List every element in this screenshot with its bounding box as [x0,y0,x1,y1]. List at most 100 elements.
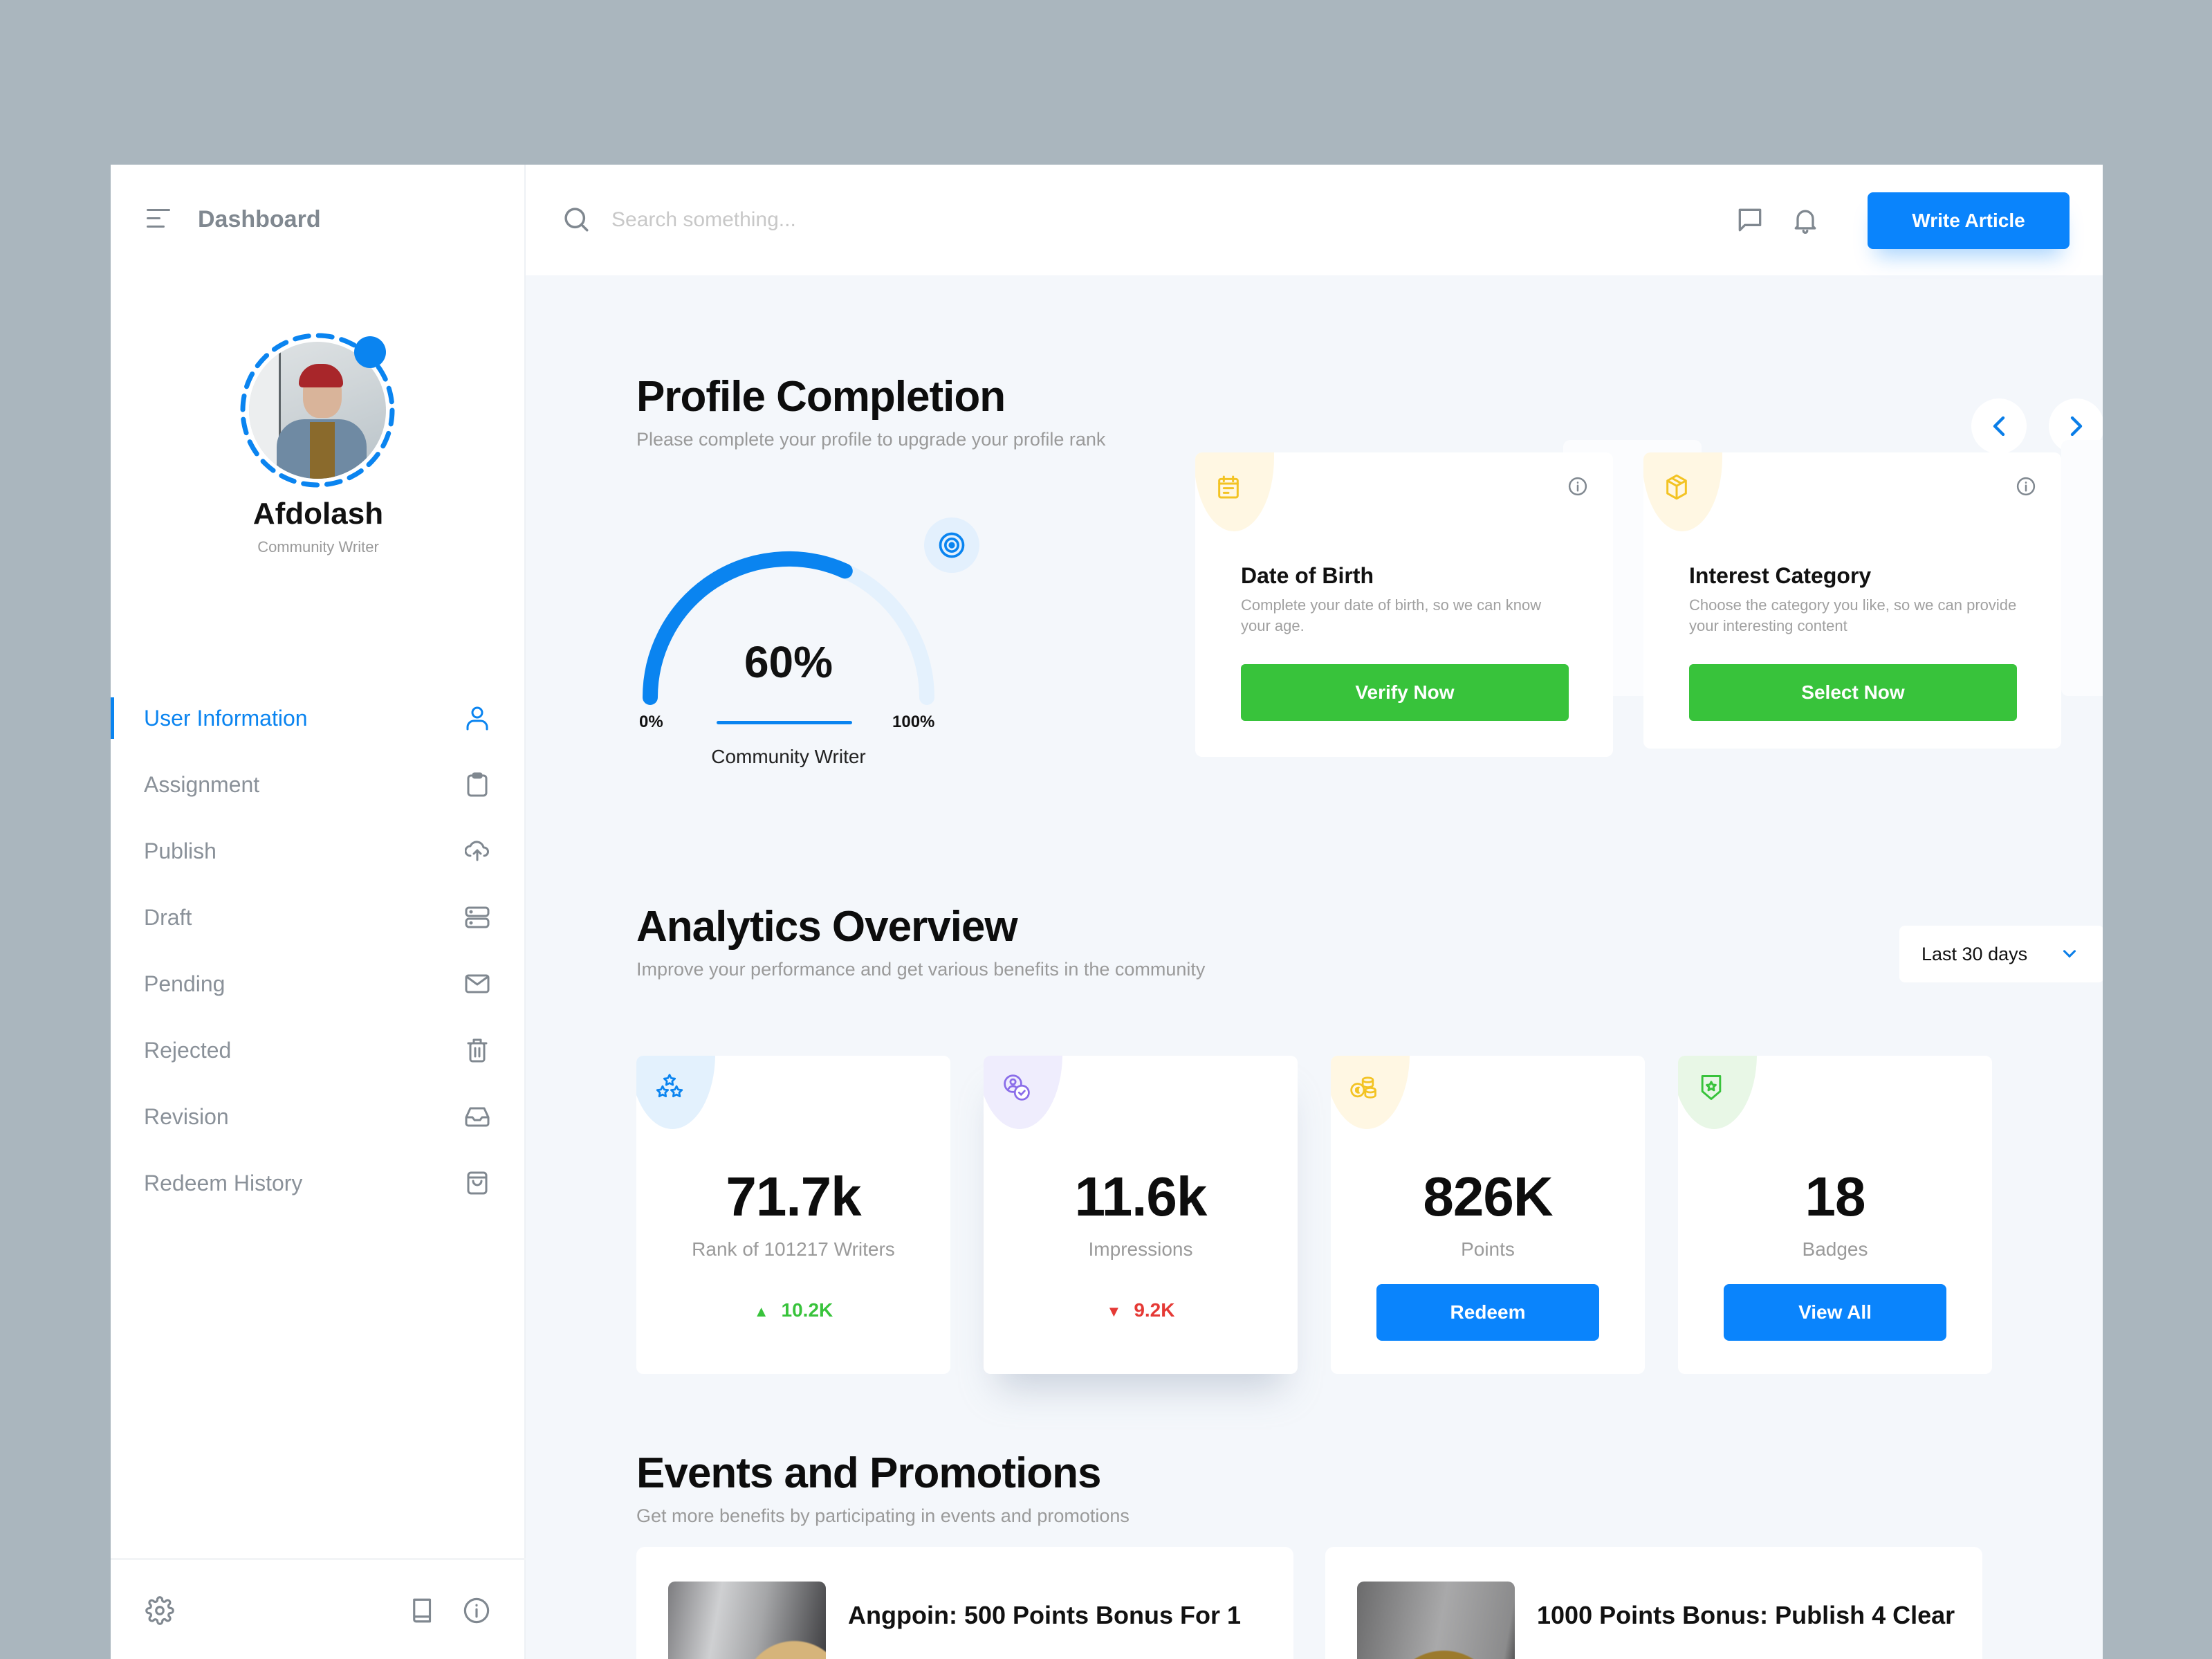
chevron-right-icon [2070,416,2083,436]
sidebar-item-draft[interactable]: Draft [111,884,526,951]
cloud-upload-icon [463,837,491,865]
gauge-caption: Community Writer [711,746,866,767]
stat-trend-down: ▼ 9.2K [1106,1299,1175,1321]
profile-task-card-dob: Date of Birth Complete your date of birt… [1195,452,1613,757]
avatar[interactable] [238,331,397,490]
stat-value: 11.6k [1074,1166,1208,1227]
profile-completion-subtitle: Please complete your profile to upgrade … [636,429,1106,450]
card-description: Choose the category you like, so we can … [1689,596,2017,634]
analytics-subtitle: Improve your performance and get various… [636,959,1206,980]
chevron-down-icon [2063,950,2076,958]
write-article-button[interactable]: Write Article [1868,192,2070,249]
gauge-divider [717,721,852,724]
sidebar-item-pending[interactable]: Pending [111,951,526,1017]
main-content: Profile Completion Please complete your … [526,275,2103,1659]
stat-card-points: 826K Points Redeem [1331,1056,1645,1374]
menu-icon[interactable] [147,208,172,232]
date-range-dropdown[interactable]: Last 30 days [1899,926,2103,982]
book-icon[interactable] [408,1596,437,1625]
stat-value: 18 [1805,1166,1866,1227]
user-icon [463,704,491,732]
sidebar-item-publish[interactable]: Publish [111,818,526,884]
stat-label: Impressions [1088,1238,1193,1260]
analytics-title: Analytics Overview [636,903,1018,951]
stars-icon [654,1072,685,1103]
shield-star-icon [1696,1072,1726,1103]
avatar-photo [249,342,386,479]
clipboard-icon [463,771,491,798]
profile-progress-gauge: 60% 0% 100% Community Writer [636,531,941,780]
profile-task-card-interest: Interest Category Choose the category yo… [1643,452,2061,749]
stat-card-impressions: 11.6k Impressions ▼ 9.2K [984,1056,1298,1374]
sidebar-item-rejected[interactable]: Rejected [111,1017,526,1083]
profile-completion-title: Profile Completion [636,373,1006,421]
stat-card-badges: 18 Badges View All [1678,1056,1992,1374]
card-description: Complete your date of birth, so we can k… [1241,596,1542,634]
date-range-value: Last 30 days [1921,943,2028,964]
sidebar-item-label: Revision [144,1103,229,1129]
stat-trend-up: ▲ 10.2K [753,1299,833,1321]
stat-label: Badges [1802,1238,1868,1260]
app-window: Dashboard Afdolash Community Writer User… [111,165,2103,1659]
events-title: Events and Promotions [636,1449,1101,1497]
card-title: Interest Category [1689,563,1872,588]
search-icon [562,205,591,237]
target-icon [924,517,979,573]
trash-icon [463,1036,491,1064]
server-icon [463,904,491,931]
chat-icon[interactable] [1735,205,1765,235]
gauge-max-label: 100% [892,713,935,731]
chevron-left-icon [1993,416,2005,436]
select-now-button[interactable]: Select Now [1689,664,2017,721]
stat-value: 71.7k [726,1166,861,1227]
sidebar-item-label: Rejected [144,1037,232,1063]
event-title: Angpoin: 500 Points Bonus For 1 [848,1601,1242,1629]
card-title: Date of Birth [1241,563,1374,588]
chat-users-icon [1002,1072,1032,1103]
sidebar-item-user-information[interactable]: User Information [111,685,526,751]
sidebar-item-label: Assignment [144,771,260,797]
brand: Dashboard [147,206,321,233]
events-subtitle: Get more benefits by participating in ev… [636,1505,1130,1526]
gear-icon[interactable] [145,1596,174,1625]
sidebar-item-label: Redeem History [144,1170,303,1195]
app-title: Dashboard [198,206,321,232]
view-all-badges-button[interactable]: View All [1724,1284,1946,1341]
carousel-prev-button[interactable] [1971,398,2027,454]
topbar: Write Article [526,165,2103,275]
verify-now-button[interactable]: Verify Now [1241,664,1569,721]
stat-value: 826K [1423,1166,1553,1227]
sidebar-item-assignment[interactable]: Assignment [111,751,526,818]
gauge-min-label: 0% [639,713,663,731]
event-card[interactable]: 1000 Points Bonus: Publish 4 Clear [1325,1547,1982,1659]
event-card[interactable]: Angpoin: 500 Points Bonus For 1 [636,1547,1293,1659]
online-status-dot [354,336,386,368]
box-icon [1663,473,1690,501]
triangle-down-icon: ▼ [1106,1303,1122,1320]
info-icon[interactable] [2016,476,2036,497]
event-thumbnail [1357,1582,1515,1659]
inbox-icon [463,1103,491,1130]
sidebar-item-redeem-history[interactable]: Redeem History [111,1150,526,1216]
info-icon[interactable] [462,1596,491,1625]
bell-icon[interactable] [1790,205,1821,235]
sidebar: Dashboard Afdolash Community Writer User… [111,165,526,1659]
sidebar-item-label: Draft [144,904,192,930]
coins-icon [1349,1072,1379,1103]
stat-label: Rank of 101217 Writers [692,1238,895,1260]
event-thumbnail [668,1582,826,1659]
sidebar-nav: User Information Assignment Publish Draf… [111,685,526,1216]
shopping-bag-icon [463,1169,491,1197]
stat-card-rank: 71.7k Rank of 101217 Writers ▲ 10.2K [636,1056,950,1374]
info-icon[interactable] [1567,476,1588,497]
gauge-percent: 60% [744,637,833,687]
sidebar-item-label: User Information [144,705,308,731]
search-input[interactable] [611,199,1234,241]
sidebar-item-revision[interactable]: Revision [111,1083,526,1150]
event-title: 1000 Points Bonus: Publish 4 Clear [1537,1601,1955,1629]
stat-label: Points [1461,1238,1515,1260]
redeem-button[interactable]: Redeem [1376,1284,1599,1341]
sidebar-item-label: Publish [144,838,216,863]
mail-icon [463,970,491,998]
user-role: Community Writer [257,538,379,556]
